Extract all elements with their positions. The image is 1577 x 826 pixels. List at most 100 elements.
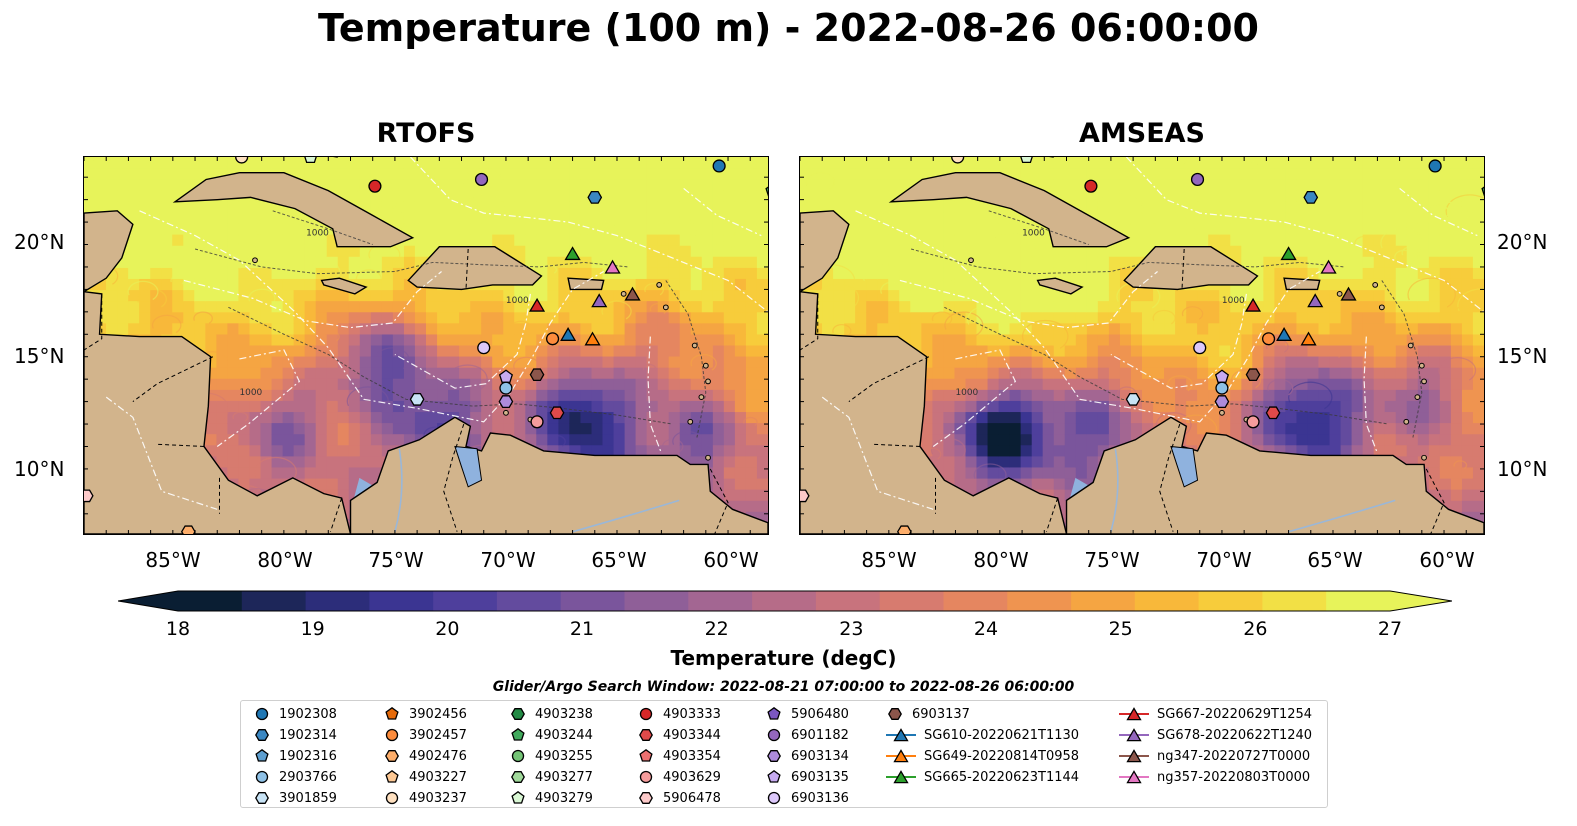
legend-marker — [767, 750, 781, 762]
legend-item: SG667-20220629T1254 — [1119, 705, 1312, 723]
map-rtofs[interactable]: 1000 1000 1000 — [83, 156, 769, 535]
legend-item: 4903244 — [509, 726, 593, 744]
hexagon-marker-icon — [511, 708, 525, 720]
legend-item: 3902456 — [383, 705, 467, 723]
legend-item-label: 4903629 — [663, 769, 721, 785]
platform-4903344 — [1265, 406, 1281, 420]
legend-marker — [511, 708, 525, 720]
legend-title: Glider/Argo Search Window: 2022-08-21 07… — [492, 679, 1075, 695]
legend-item: 1902314 — [253, 726, 337, 744]
legend-item-label: 1902316 — [279, 748, 337, 764]
colorbar-bin — [305, 591, 370, 611]
figure-title: Temperature (100 m) - 2022-08-26 06:00:0… — [317, 6, 1259, 50]
lon-label-85w-right: 85°W — [861, 548, 917, 572]
colorbar-bin — [624, 591, 689, 611]
hexagon-marker-icon — [255, 729, 269, 741]
legend-item-label: 1902314 — [279, 727, 337, 743]
legend-marker — [511, 790, 525, 804]
platform-6901182 — [1190, 172, 1205, 187]
legend-marker — [385, 769, 399, 783]
colorbar-tick-label: 22 — [704, 618, 729, 640]
legend-marker — [767, 728, 781, 742]
platform-3901859 — [1125, 392, 1141, 406]
legend-item: 4903255 — [509, 747, 593, 765]
legend-item: 4903277 — [509, 768, 593, 786]
hexagon-marker-icon — [639, 792, 653, 804]
legend-item-label: 4903354 — [663, 748, 721, 764]
map-amseas-canvas: 1000 1000 1000 — [800, 157, 1484, 534]
legend-marker — [888, 708, 902, 720]
platform-4902476 — [180, 525, 196, 534]
platform-3902457 — [1262, 332, 1276, 346]
legend-item: 5906478 — [637, 789, 721, 807]
colorbar-tick-label: 27 — [1377, 618, 1403, 640]
legend-marker — [1126, 728, 1142, 742]
hexagon-marker-icon — [511, 771, 525, 783]
platform-1902314 — [1303, 190, 1319, 204]
legend-item: 4903237 — [383, 789, 467, 807]
legend: 1902308 1902314 1902316 2903766 3901859 39024… — [240, 700, 1328, 808]
legend-item: SG610-20220621T1130 — [886, 726, 1079, 744]
legend-marker — [639, 792, 653, 804]
hexagon-marker-icon — [767, 750, 781, 762]
isobath-label: 1000 — [306, 229, 329, 239]
legend-item: SG649-20220814T0958 — [886, 747, 1079, 765]
legend-item-label: ng357-20220803T0000 — [1157, 769, 1311, 785]
platform-3902457 — [546, 332, 560, 346]
legend-item: ng357-20220803T0000 — [1119, 768, 1310, 786]
lon-label-60w-left: 60°W — [703, 548, 759, 572]
pentagon-marker-icon — [385, 769, 399, 783]
platform-6903134 — [498, 395, 514, 409]
legend-item-label: 4903255 — [535, 748, 593, 764]
legend-marker — [767, 769, 781, 783]
legend-marker — [893, 728, 909, 742]
colorbar-bin — [241, 591, 307, 611]
legend-item: 6903134 — [765, 747, 849, 765]
platform-6903136 — [1193, 341, 1207, 355]
platform-SG678-20220622T1240 — [1307, 293, 1324, 308]
legend-marker — [767, 706, 781, 720]
lon-label-75w-left: 75°W — [368, 548, 424, 572]
colorbar-bin — [1134, 591, 1200, 611]
pentagon-marker-icon — [767, 769, 781, 783]
lat-label-10n-left: 10°N — [14, 457, 65, 481]
hexagon-marker-icon — [385, 750, 399, 762]
legend-item: 4903333 — [637, 705, 721, 723]
legend-marker — [511, 771, 525, 783]
lon-label-65w-left: 65°W — [591, 548, 647, 572]
colorbar-bin — [815, 591, 881, 611]
platform-ng357-20220803T0000 — [1320, 259, 1337, 274]
colorbar-tick-label: 23 — [839, 618, 864, 640]
colorbar-tick-label: 25 — [1108, 618, 1133, 640]
circle-marker-icon — [255, 707, 269, 721]
circle-marker-icon — [385, 728, 399, 742]
platform-SG665-20220623T1144 — [564, 246, 581, 261]
legend-item: 4903629 — [637, 768, 721, 786]
legend-item: ng347-20220727T0000 — [1119, 747, 1310, 765]
colorbar-tick-label: 26 — [1243, 618, 1268, 640]
circle-marker-icon — [767, 728, 781, 742]
colorbar-bin — [688, 591, 753, 611]
legend-item-label: 1902308 — [279, 706, 337, 722]
legend-item: 6903137 — [886, 705, 970, 723]
colorbar-bin — [1071, 591, 1136, 611]
legend-item-label: 2903766 — [279, 769, 337, 785]
map-amseas[interactable]: 1000 1000 1000 — [799, 156, 1485, 535]
triangle-marker-icon — [1119, 749, 1149, 763]
legend-marker — [385, 728, 399, 742]
legend-item: 6903136 — [765, 789, 849, 807]
platform-SG667-20220629T1254 — [1244, 297, 1262, 312]
legend-item-label: 6903134 — [791, 748, 849, 764]
lon-label-70w-left: 70°W — [480, 548, 536, 572]
lat-label-15n-right: 15°N — [1497, 344, 1548, 368]
platform-ng347-20220727T0000 — [1340, 286, 1357, 301]
legend-item: 4903354 — [637, 747, 721, 765]
legend-item-label: 4903237 — [409, 790, 467, 806]
triangle-marker-icon — [886, 770, 916, 784]
colorbar-bin — [1007, 591, 1072, 611]
lon-label-60w-right: 60°W — [1419, 548, 1475, 572]
legend-item-label: 4903279 — [535, 790, 593, 806]
colorbar-bin — [1262, 591, 1327, 611]
legend-marker — [255, 707, 269, 721]
legend-item-label: 4903344 — [663, 727, 721, 743]
